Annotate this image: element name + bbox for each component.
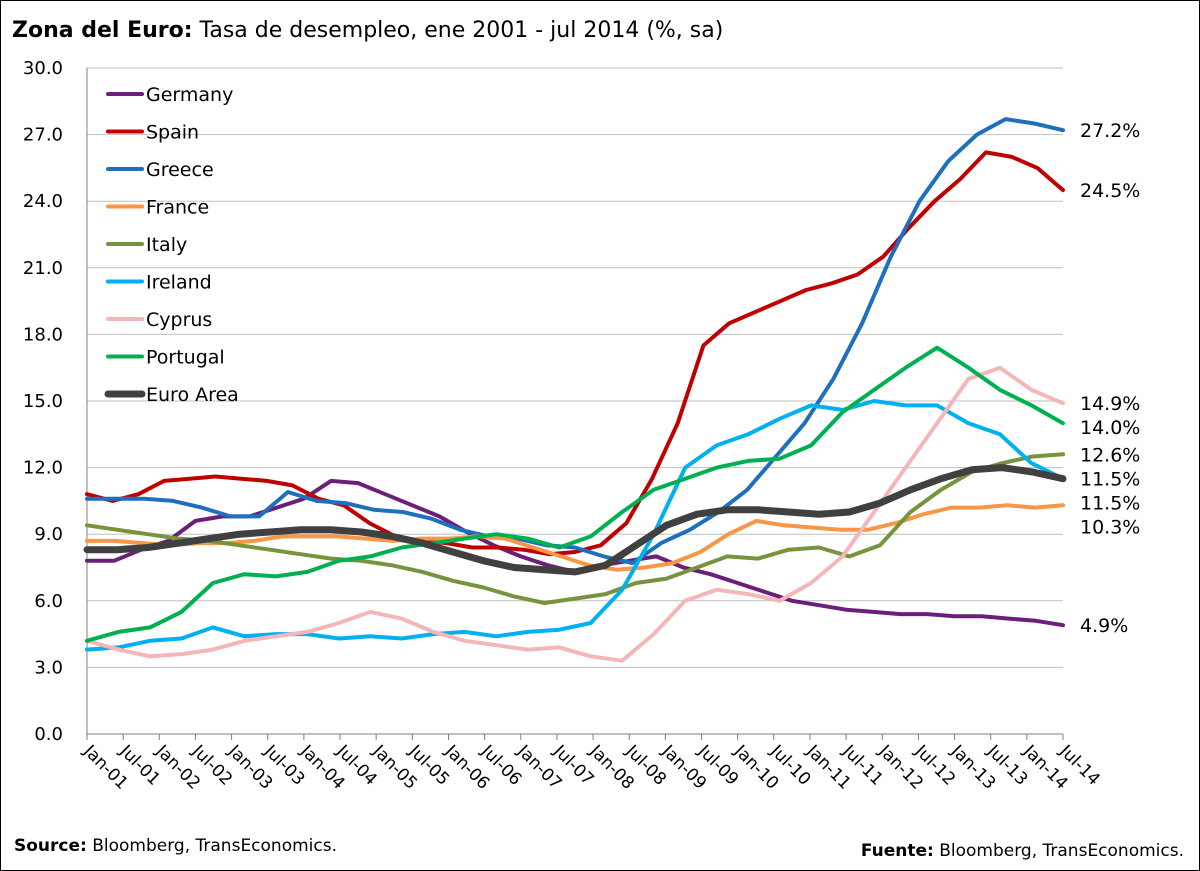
y-tick-label: 3.0 <box>34 657 63 678</box>
legend-label: Ireland <box>146 272 212 294</box>
end-value-label: 11.5% <box>1080 493 1140 515</box>
end-value-label: 11.5% <box>1080 469 1140 491</box>
series-line-ireland <box>85 399 1065 652</box>
series-line-portugal <box>85 345 1065 643</box>
axes <box>86 68 1063 735</box>
y-tick-label: 24.0 <box>23 191 63 212</box>
x-axis-ticks: Jan-01Jul-01Jan-02Jul-02Jan-03Jul-03Jan-… <box>79 734 1104 794</box>
fuente-note-bold: Fuente: <box>860 841 934 861</box>
legend: Germany Spain Greece France Italy Ireland Cypr… <box>104 84 239 406</box>
legend-label: Spain <box>146 122 199 144</box>
end-value-label: 27.2% <box>1080 120 1140 142</box>
legend-label: Germany <box>146 84 233 106</box>
end-value-label: 12.6% <box>1080 444 1140 466</box>
source-note-bold: Source: <box>14 836 87 856</box>
y-tick-label: 21.0 <box>23 258 63 279</box>
y-tick-label: 27.0 <box>23 125 63 146</box>
legend-label: Italy <box>146 234 187 256</box>
series-line-italy <box>85 452 1065 605</box>
chart-title-rest: Tasa de desempleo, ene 2001 - jul 2014 (… <box>192 18 724 43</box>
y-tick-label: 0.0 <box>34 724 63 745</box>
y-tick-label: 12.0 <box>23 458 63 479</box>
end-value-label: 24.5% <box>1080 180 1140 202</box>
legend-label: Euro Area <box>146 384 239 406</box>
source-note-text: Bloomberg, TransEconomics. <box>86 836 337 856</box>
y-tick-label: 18.0 <box>23 324 63 345</box>
y-tick-label: 6.0 <box>34 591 63 612</box>
series-lines <box>83 117 1067 663</box>
end-value-label: 14.9% <box>1080 393 1140 415</box>
series-line-greece <box>85 117 1065 566</box>
series-line-cyprus <box>85 365 1065 663</box>
end-value-label: 4.9% <box>1080 615 1128 637</box>
y-tick-label: 30.0 <box>23 58 63 79</box>
y-tick-label: 15.0 <box>23 391 63 412</box>
end-labels: 27.2%24.5%14.9%14.0%12.6%11.5%11.5%10.3%… <box>1080 120 1140 637</box>
y-tick-label: 9.0 <box>34 524 63 545</box>
end-value-label: 14.0% <box>1080 417 1140 439</box>
end-value-label: 10.3% <box>1080 517 1140 539</box>
series-line-euro-area <box>83 464 1067 576</box>
legend-label: Cyprus <box>146 309 212 331</box>
source-note: Source: Bloomberg, TransEconomics. <box>14 836 337 856</box>
series-line-spain <box>85 150 1065 557</box>
y-axis-ticks: 0.0 3.0 6.0 9.0 12.0 15.0 18.0 21.0 24.0 27.0 30.0 <box>23 58 63 745</box>
legend-label: France <box>146 197 209 219</box>
legend-label: Portugal <box>146 347 225 369</box>
fuente-note-text: Bloomberg, TransEconomics. <box>933 841 1184 861</box>
legend-label: Greece <box>146 159 214 181</box>
chart-title-bold: Zona del Euro: <box>12 18 193 43</box>
chart-title: Zona del Euro: Tasa de desempleo, ene 20… <box>12 18 723 43</box>
fuente-note: Fuente: Bloomberg, TransEconomics. <box>861 841 1184 861</box>
